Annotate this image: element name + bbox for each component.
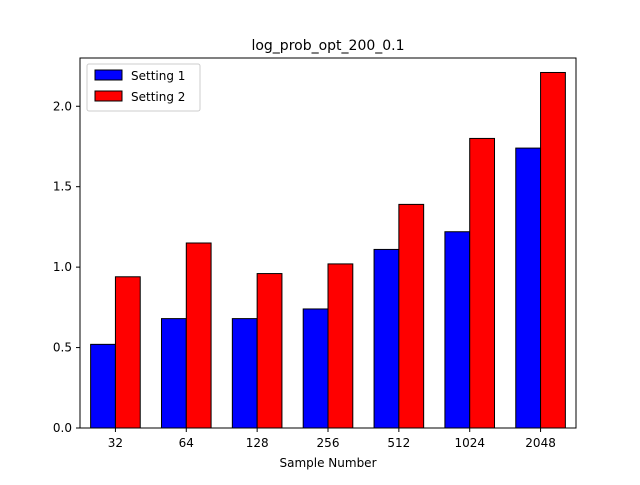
x-axis: 32 64 128 256 512 1024 2048 bbox=[108, 428, 556, 450]
legend-label-setting-1: Setting 1 bbox=[131, 69, 185, 83]
bar-setting-1-512 bbox=[373, 248, 400, 429]
bar-setting-2-128 bbox=[256, 273, 283, 429]
y-tick-label: 1.5 bbox=[53, 180, 72, 194]
x-tick-label: 32 bbox=[108, 436, 123, 450]
y-tick-label: 1.0 bbox=[53, 260, 72, 274]
x-tick-label: 2048 bbox=[525, 436, 556, 450]
bars-layer bbox=[90, 71, 566, 429]
bar-setting-2-32 bbox=[114, 276, 141, 429]
x-tick-label: 128 bbox=[246, 436, 269, 450]
x-tick-label: 512 bbox=[387, 436, 410, 450]
bar-setting-1-256 bbox=[302, 308, 329, 429]
bar-setting-2-1024 bbox=[469, 137, 496, 429]
chart-title: log_prob_opt_200_0.1 bbox=[251, 38, 404, 54]
y-axis: 0.0 0.5 1.0 1.5 2.0 bbox=[53, 99, 80, 435]
x-tick-label: 1024 bbox=[454, 436, 485, 450]
y-tick-label: 0.5 bbox=[53, 341, 72, 355]
bar-setting-1-128 bbox=[231, 318, 258, 429]
x-tick-label: 256 bbox=[317, 436, 340, 450]
plot-frame bbox=[79, 57, 577, 429]
bar-setting-2-256 bbox=[327, 263, 354, 429]
x-tick-label: 64 bbox=[179, 436, 194, 450]
bar-setting-2-512 bbox=[398, 203, 425, 429]
legend-swatch-setting-1 bbox=[94, 69, 123, 81]
bar-setting-2-2048 bbox=[540, 71, 566, 429]
legend-swatch-setting-2 bbox=[94, 90, 123, 102]
bar-setting-1-32 bbox=[90, 343, 116, 429]
bar-setting-1-64 bbox=[160, 318, 187, 429]
bar-setting-1-1024 bbox=[444, 231, 471, 429]
bar-setting-1-2048 bbox=[515, 147, 542, 429]
y-tick-label: 2.0 bbox=[53, 99, 72, 113]
y-tick-label: 0.0 bbox=[53, 421, 72, 435]
bar-setting-2-64 bbox=[185, 242, 212, 429]
x-axis-label: Sample Number bbox=[279, 456, 376, 470]
legend: Setting 1 Setting 2 bbox=[86, 63, 201, 112]
legend-label-setting-2: Setting 2 bbox=[131, 90, 185, 104]
